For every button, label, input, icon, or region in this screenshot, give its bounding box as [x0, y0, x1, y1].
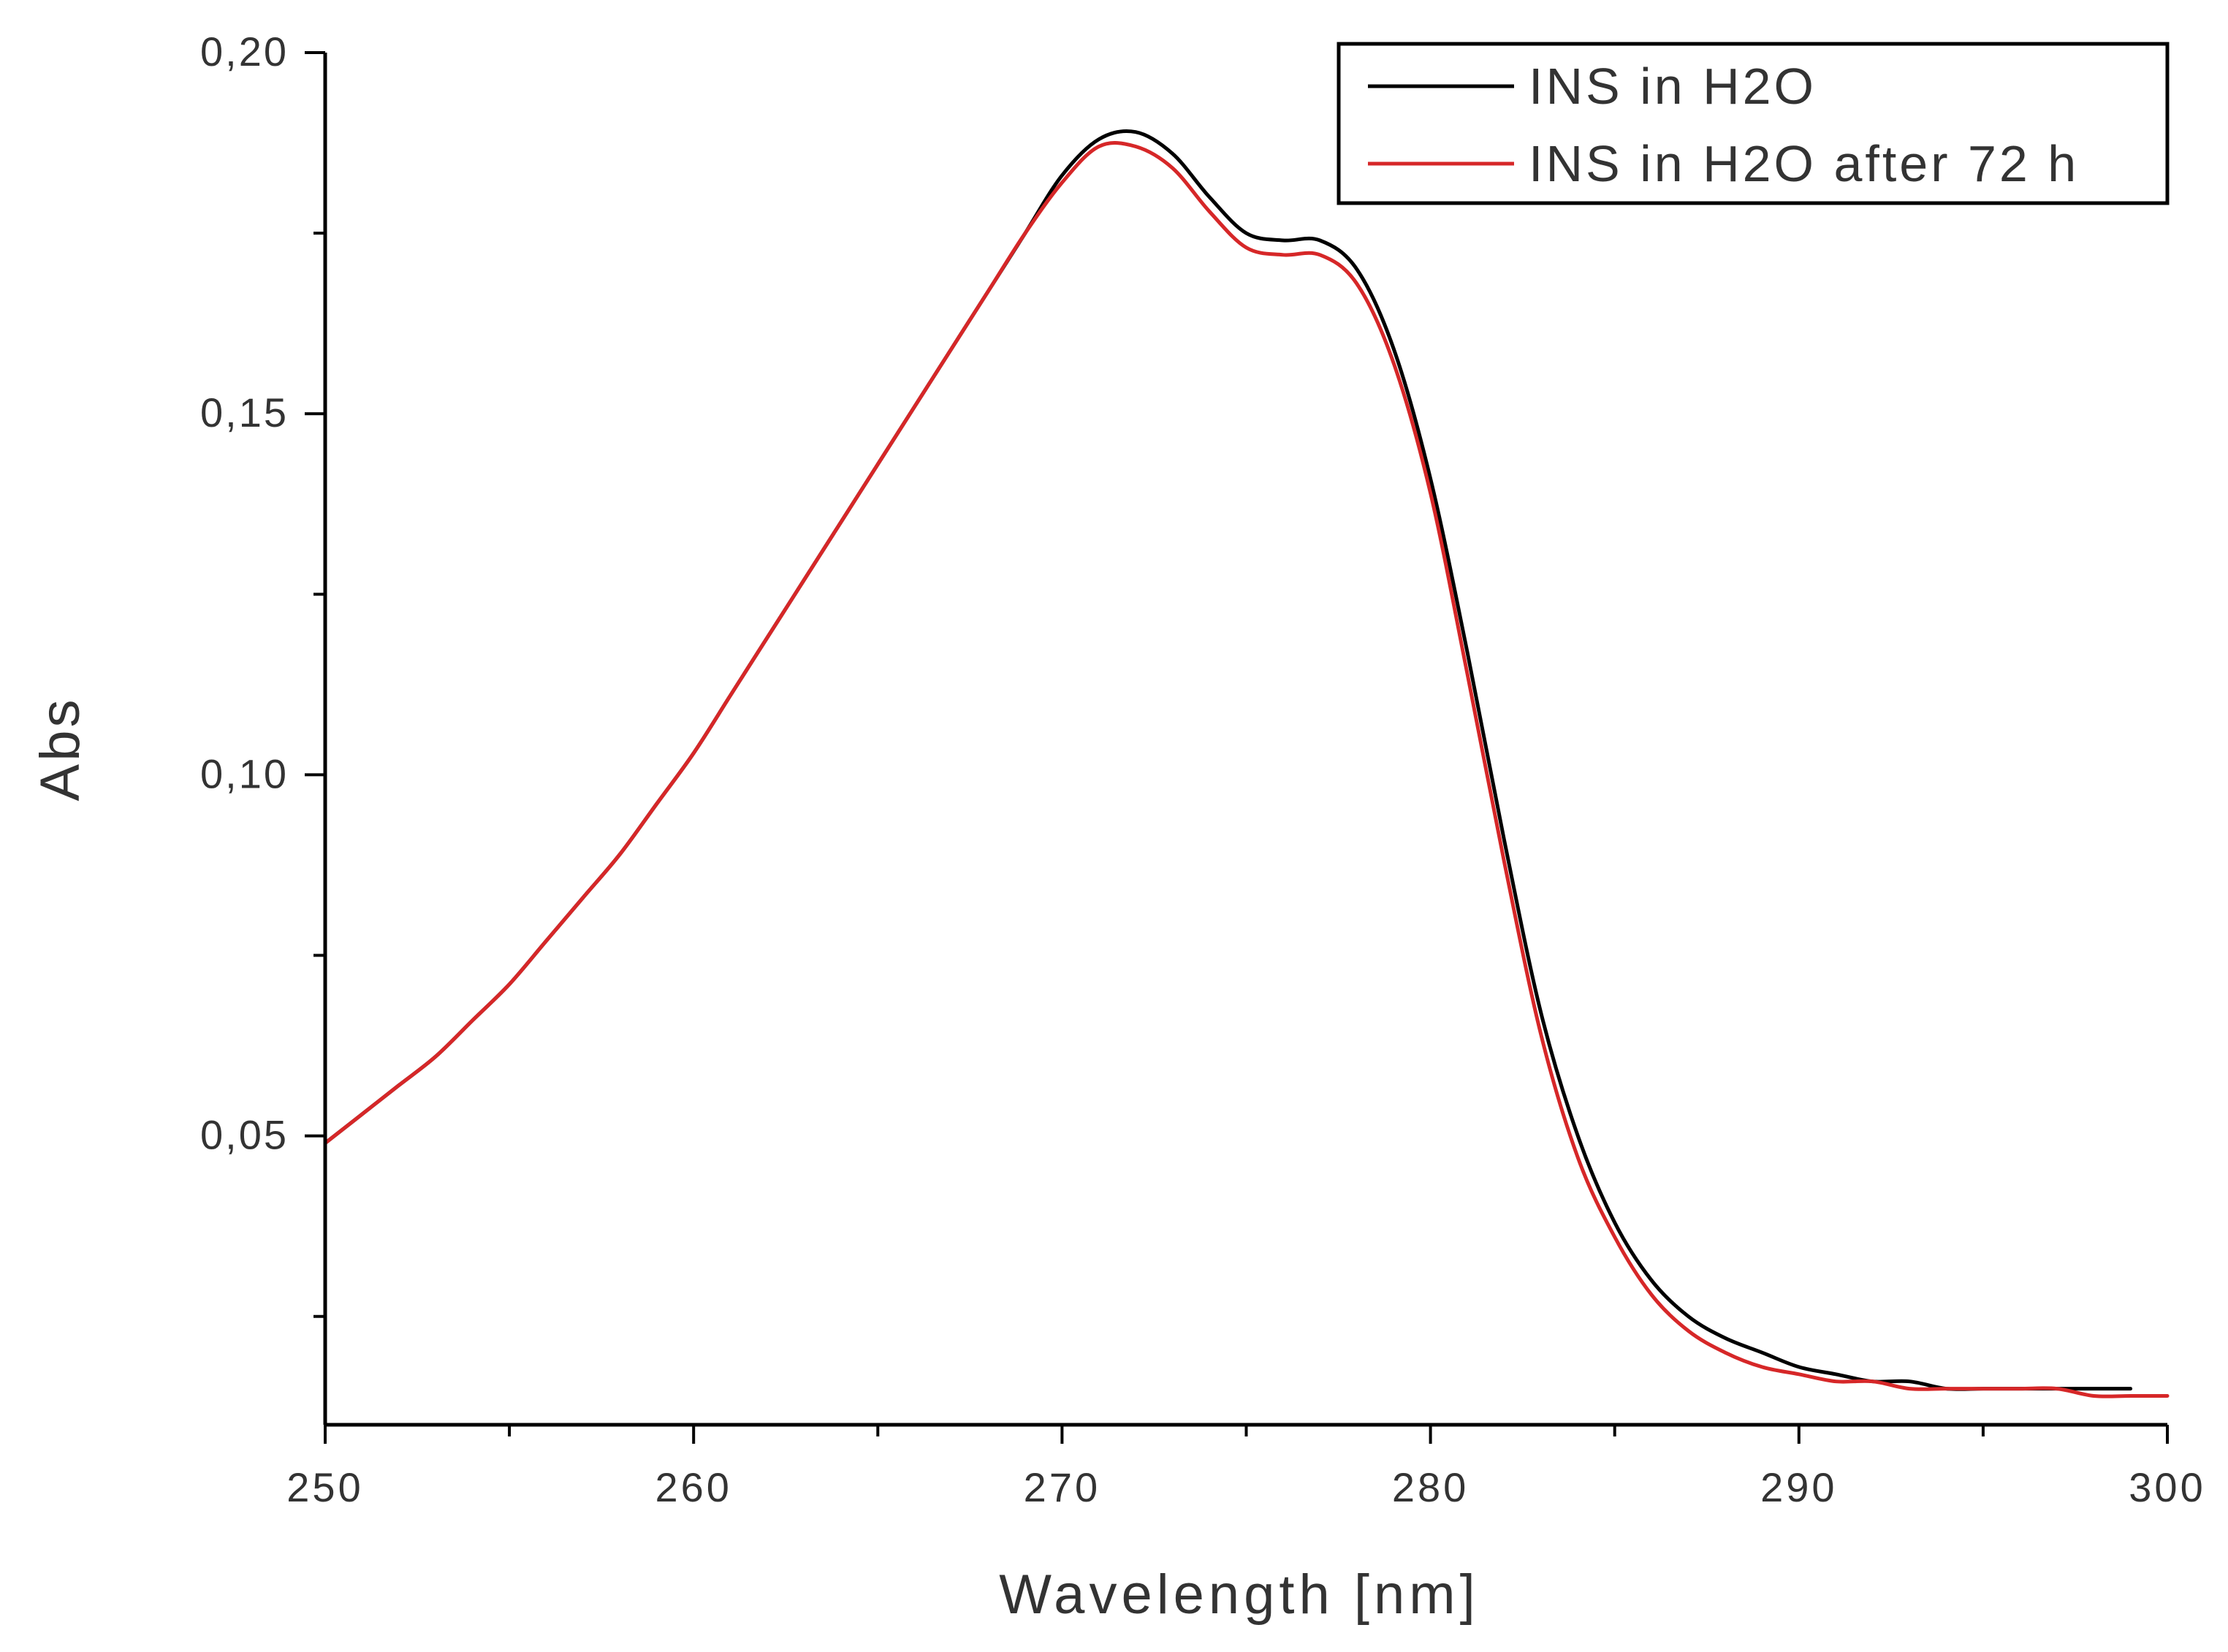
- legend-label-1: INS in H2O: [1529, 58, 1817, 115]
- axes-layer: 250 260 270 280 290 300 0,05 0,10 0,15 0,20: [200, 28, 2205, 1510]
- y-tick-label: 0,20: [200, 28, 289, 75]
- x-axis-ticks: 250 260 270 280 290 300: [286, 1425, 2205, 1510]
- y-axis-ticks: 0,05 0,10 0,15 0,20: [200, 28, 325, 1318]
- x-axis-label: Wavelength [nm]: [999, 1564, 1479, 1626]
- x-tick-label: 260: [655, 1464, 731, 1510]
- series-line-2: [323, 141, 2170, 1398]
- x-tick-label: 300: [2129, 1464, 2205, 1510]
- legend-entries: INS in H2O INS in H2O after 72 h: [1368, 58, 2079, 192]
- y-tick-label: 0,15: [200, 389, 289, 435]
- y-tick-label: 0,05: [200, 1112, 289, 1158]
- series-layer: [323, 129, 2170, 1398]
- x-tick-label: 280: [1392, 1464, 1469, 1510]
- legend-label-2: INS in H2O after 72 h: [1529, 135, 2079, 192]
- y-tick-label: 0,10: [200, 750, 289, 796]
- legend-box: [1337, 42, 2170, 205]
- y-axis-label: Abs: [29, 697, 91, 802]
- x-tick-label: 250: [286, 1464, 363, 1510]
- x-tick-label: 290: [1760, 1464, 1837, 1510]
- x-tick-label: 270: [1024, 1464, 1100, 1510]
- legend: INS in H2O INS in H2O after 72 h: [1337, 42, 2170, 205]
